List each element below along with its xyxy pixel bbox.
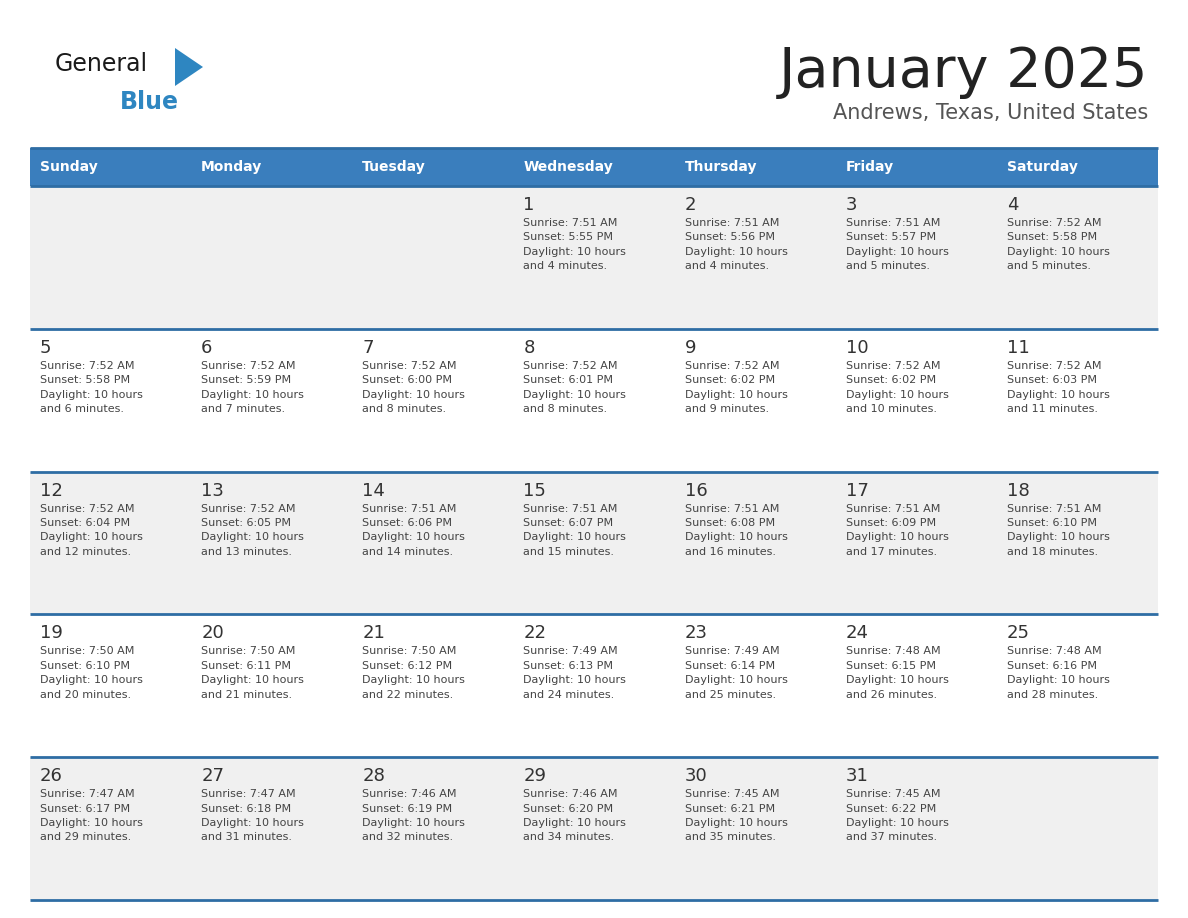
Text: 21: 21 (362, 624, 385, 643)
Text: Sunday: Sunday (40, 160, 97, 174)
Text: Sunrise: 7:51 AM
Sunset: 5:56 PM
Daylight: 10 hours
and 4 minutes.: Sunrise: 7:51 AM Sunset: 5:56 PM Dayligh… (684, 218, 788, 271)
Text: Sunrise: 7:52 AM
Sunset: 6:04 PM
Daylight: 10 hours
and 12 minutes.: Sunrise: 7:52 AM Sunset: 6:04 PM Dayligh… (40, 504, 143, 557)
Text: 13: 13 (201, 482, 225, 499)
Text: 23: 23 (684, 624, 708, 643)
Text: Sunrise: 7:51 AM
Sunset: 6:10 PM
Daylight: 10 hours
and 18 minutes.: Sunrise: 7:51 AM Sunset: 6:10 PM Dayligh… (1007, 504, 1110, 557)
Text: Sunrise: 7:52 AM
Sunset: 5:58 PM
Daylight: 10 hours
and 5 minutes.: Sunrise: 7:52 AM Sunset: 5:58 PM Dayligh… (1007, 218, 1110, 271)
Text: 15: 15 (524, 482, 546, 499)
Polygon shape (175, 48, 203, 86)
Text: 1: 1 (524, 196, 535, 214)
Text: Sunrise: 7:50 AM
Sunset: 6:12 PM
Daylight: 10 hours
and 22 minutes.: Sunrise: 7:50 AM Sunset: 6:12 PM Dayligh… (362, 646, 466, 700)
Text: Sunrise: 7:45 AM
Sunset: 6:21 PM
Daylight: 10 hours
and 35 minutes.: Sunrise: 7:45 AM Sunset: 6:21 PM Dayligh… (684, 789, 788, 843)
Text: Tuesday: Tuesday (362, 160, 426, 174)
Bar (30, 472, 1158, 614)
Text: Saturday: Saturday (1007, 160, 1078, 174)
Text: 25: 25 (1007, 624, 1030, 643)
Text: Andrews, Texas, United States: Andrews, Texas, United States (833, 103, 1148, 123)
Text: 20: 20 (201, 624, 223, 643)
Text: Sunrise: 7:52 AM
Sunset: 6:00 PM
Daylight: 10 hours
and 8 minutes.: Sunrise: 7:52 AM Sunset: 6:00 PM Dayligh… (362, 361, 466, 414)
Bar (513, 148, 675, 186)
Text: 17: 17 (846, 482, 868, 499)
Text: Sunrise: 7:52 AM
Sunset: 6:03 PM
Daylight: 10 hours
and 11 minutes.: Sunrise: 7:52 AM Sunset: 6:03 PM Dayligh… (1007, 361, 1110, 414)
Bar (30, 148, 191, 186)
Bar (353, 148, 513, 186)
Text: 22: 22 (524, 624, 546, 643)
Text: Sunrise: 7:47 AM
Sunset: 6:18 PM
Daylight: 10 hours
and 31 minutes.: Sunrise: 7:47 AM Sunset: 6:18 PM Dayligh… (201, 789, 304, 843)
Text: Sunrise: 7:51 AM
Sunset: 6:09 PM
Daylight: 10 hours
and 17 minutes.: Sunrise: 7:51 AM Sunset: 6:09 PM Dayligh… (846, 504, 948, 557)
Text: Sunrise: 7:52 AM
Sunset: 6:02 PM
Daylight: 10 hours
and 10 minutes.: Sunrise: 7:52 AM Sunset: 6:02 PM Dayligh… (846, 361, 948, 414)
Text: Sunrise: 7:51 AM
Sunset: 6:06 PM
Daylight: 10 hours
and 14 minutes.: Sunrise: 7:51 AM Sunset: 6:06 PM Dayligh… (362, 504, 466, 557)
Text: 30: 30 (684, 767, 707, 785)
Text: 12: 12 (40, 482, 63, 499)
Text: Wednesday: Wednesday (524, 160, 613, 174)
Bar (30, 186, 1158, 329)
Text: Sunrise: 7:51 AM
Sunset: 6:07 PM
Daylight: 10 hours
and 15 minutes.: Sunrise: 7:51 AM Sunset: 6:07 PM Dayligh… (524, 504, 626, 557)
Text: Sunrise: 7:52 AM
Sunset: 5:58 PM
Daylight: 10 hours
and 6 minutes.: Sunrise: 7:52 AM Sunset: 5:58 PM Dayligh… (40, 361, 143, 414)
Text: 26: 26 (40, 767, 63, 785)
Text: Sunrise: 7:45 AM
Sunset: 6:22 PM
Daylight: 10 hours
and 37 minutes.: Sunrise: 7:45 AM Sunset: 6:22 PM Dayligh… (846, 789, 948, 843)
Text: 2: 2 (684, 196, 696, 214)
Text: 19: 19 (40, 624, 63, 643)
Text: Sunrise: 7:50 AM
Sunset: 6:10 PM
Daylight: 10 hours
and 20 minutes.: Sunrise: 7:50 AM Sunset: 6:10 PM Dayligh… (40, 646, 143, 700)
Text: General: General (55, 52, 148, 76)
Text: Sunrise: 7:51 AM
Sunset: 5:55 PM
Daylight: 10 hours
and 4 minutes.: Sunrise: 7:51 AM Sunset: 5:55 PM Dayligh… (524, 218, 626, 271)
Bar (30, 614, 1158, 757)
Text: January 2025: January 2025 (778, 45, 1148, 99)
Bar (997, 148, 1158, 186)
Text: 3: 3 (846, 196, 858, 214)
Text: Sunrise: 7:49 AM
Sunset: 6:14 PM
Daylight: 10 hours
and 25 minutes.: Sunrise: 7:49 AM Sunset: 6:14 PM Dayligh… (684, 646, 788, 700)
Text: Sunrise: 7:52 AM
Sunset: 6:02 PM
Daylight: 10 hours
and 9 minutes.: Sunrise: 7:52 AM Sunset: 6:02 PM Dayligh… (684, 361, 788, 414)
Bar (191, 148, 353, 186)
Bar (675, 148, 835, 186)
Text: 6: 6 (201, 339, 213, 357)
Text: Sunrise: 7:48 AM
Sunset: 6:16 PM
Daylight: 10 hours
and 28 minutes.: Sunrise: 7:48 AM Sunset: 6:16 PM Dayligh… (1007, 646, 1110, 700)
Bar (30, 757, 1158, 900)
Text: Friday: Friday (846, 160, 893, 174)
Text: Sunrise: 7:49 AM
Sunset: 6:13 PM
Daylight: 10 hours
and 24 minutes.: Sunrise: 7:49 AM Sunset: 6:13 PM Dayligh… (524, 646, 626, 700)
Text: Sunrise: 7:47 AM
Sunset: 6:17 PM
Daylight: 10 hours
and 29 minutes.: Sunrise: 7:47 AM Sunset: 6:17 PM Dayligh… (40, 789, 143, 843)
Text: Sunrise: 7:46 AM
Sunset: 6:20 PM
Daylight: 10 hours
and 34 minutes.: Sunrise: 7:46 AM Sunset: 6:20 PM Dayligh… (524, 789, 626, 843)
Text: 7: 7 (362, 339, 374, 357)
Text: 27: 27 (201, 767, 225, 785)
Text: 4: 4 (1007, 196, 1018, 214)
Text: Sunrise: 7:52 AM
Sunset: 6:01 PM
Daylight: 10 hours
and 8 minutes.: Sunrise: 7:52 AM Sunset: 6:01 PM Dayligh… (524, 361, 626, 414)
Text: Sunrise: 7:51 AM
Sunset: 6:08 PM
Daylight: 10 hours
and 16 minutes.: Sunrise: 7:51 AM Sunset: 6:08 PM Dayligh… (684, 504, 788, 557)
Text: 16: 16 (684, 482, 707, 499)
Text: 24: 24 (846, 624, 868, 643)
Bar (835, 148, 997, 186)
Text: 11: 11 (1007, 339, 1030, 357)
Text: 31: 31 (846, 767, 868, 785)
Text: Thursday: Thursday (684, 160, 757, 174)
Text: 5: 5 (40, 339, 51, 357)
Bar (30, 329, 1158, 472)
Text: Sunrise: 7:52 AM
Sunset: 5:59 PM
Daylight: 10 hours
and 7 minutes.: Sunrise: 7:52 AM Sunset: 5:59 PM Dayligh… (201, 361, 304, 414)
Text: Sunrise: 7:52 AM
Sunset: 6:05 PM
Daylight: 10 hours
and 13 minutes.: Sunrise: 7:52 AM Sunset: 6:05 PM Dayligh… (201, 504, 304, 557)
Text: 14: 14 (362, 482, 385, 499)
Text: Blue: Blue (120, 90, 179, 114)
Text: Sunrise: 7:51 AM
Sunset: 5:57 PM
Daylight: 10 hours
and 5 minutes.: Sunrise: 7:51 AM Sunset: 5:57 PM Dayligh… (846, 218, 948, 271)
Text: 28: 28 (362, 767, 385, 785)
Text: Sunrise: 7:48 AM
Sunset: 6:15 PM
Daylight: 10 hours
and 26 minutes.: Sunrise: 7:48 AM Sunset: 6:15 PM Dayligh… (846, 646, 948, 700)
Text: 8: 8 (524, 339, 535, 357)
Text: Sunrise: 7:50 AM
Sunset: 6:11 PM
Daylight: 10 hours
and 21 minutes.: Sunrise: 7:50 AM Sunset: 6:11 PM Dayligh… (201, 646, 304, 700)
Text: 9: 9 (684, 339, 696, 357)
Text: Sunrise: 7:46 AM
Sunset: 6:19 PM
Daylight: 10 hours
and 32 minutes.: Sunrise: 7:46 AM Sunset: 6:19 PM Dayligh… (362, 789, 466, 843)
Text: 29: 29 (524, 767, 546, 785)
Text: 10: 10 (846, 339, 868, 357)
Text: 18: 18 (1007, 482, 1030, 499)
Text: Monday: Monday (201, 160, 263, 174)
